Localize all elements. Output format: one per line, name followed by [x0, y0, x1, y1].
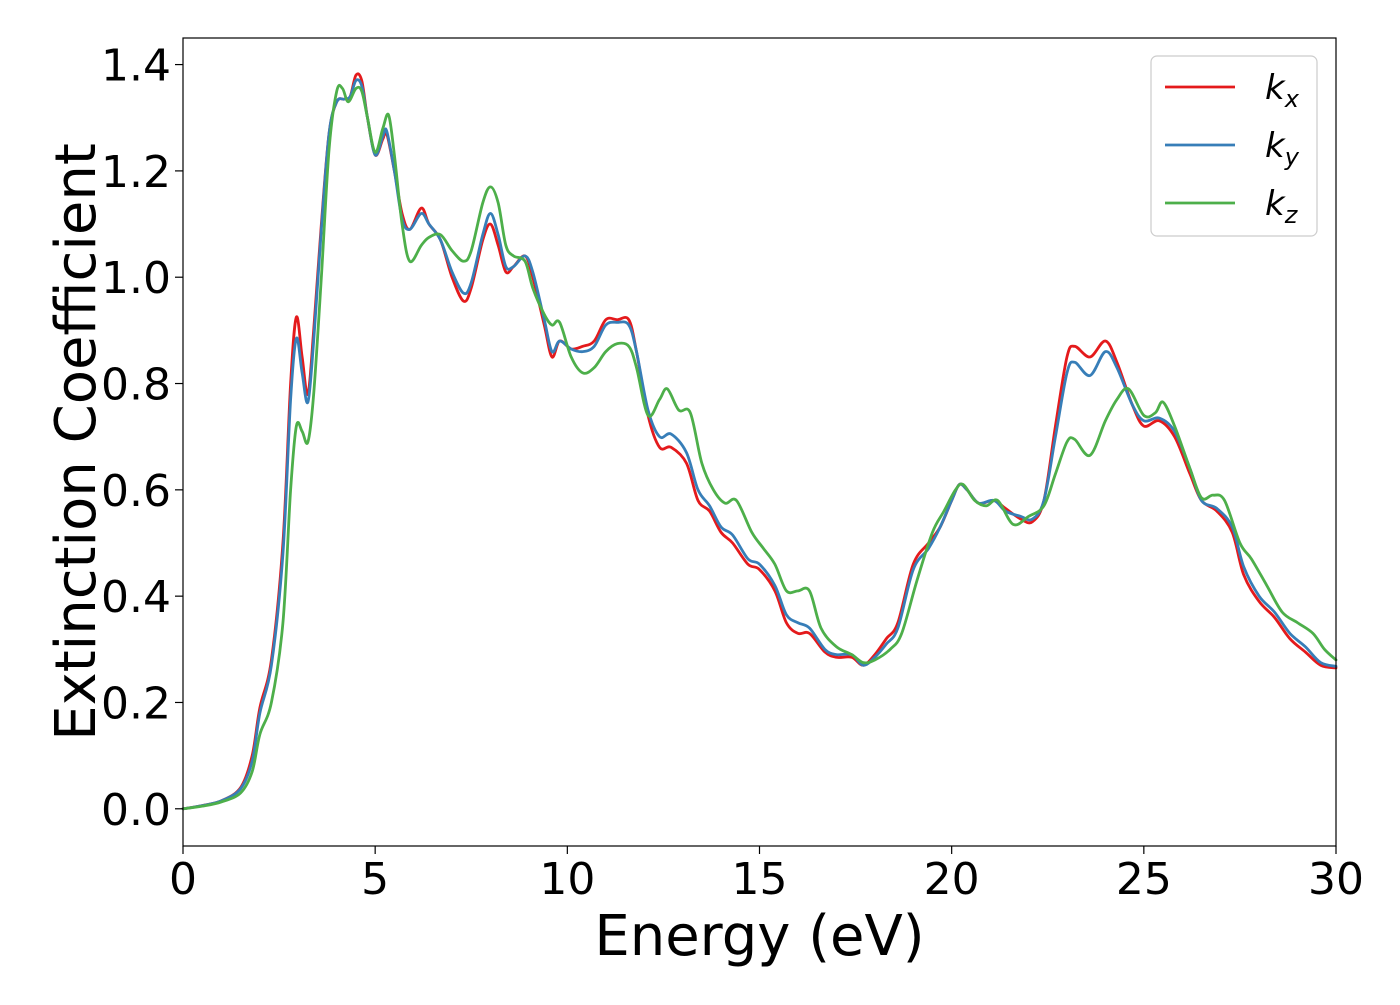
legend-label-base: k	[1265, 126, 1286, 166]
legend-label-subscript: x	[1284, 85, 1300, 113]
x-tick-label: 20	[924, 854, 980, 905]
x-tick-label: 25	[1116, 854, 1172, 905]
y-tick-label: 0.6	[101, 466, 171, 517]
legend-entry-x: kx	[1265, 68, 1300, 113]
x-tick-label: 10	[539, 854, 595, 905]
legend-label-base: k	[1265, 68, 1286, 108]
x-axis-label: Energy (eV)	[594, 904, 924, 969]
legend-label-subscript: z	[1284, 201, 1299, 229]
y-tick-label: 1.4	[101, 41, 171, 92]
y-tick-label: 0.2	[101, 678, 171, 729]
y-tick-label: 0.4	[101, 572, 171, 623]
y-tick-label: 0.8	[101, 360, 171, 411]
legend-label-base: k	[1265, 184, 1286, 224]
x-tick-label: 5	[361, 854, 389, 905]
series-layer	[181, 72, 1338, 811]
legend-entry-z: kz	[1265, 184, 1299, 229]
y-axis-label: Extinction Coefficient	[44, 143, 109, 741]
y-axis-ticks: 0.0 0.2 0.4 0.6 0.8 1.0 1.2 1.4	[101, 41, 183, 836]
x-tick-label: 30	[1308, 854, 1364, 905]
series-line-y	[181, 78, 1338, 811]
x-tick-label: 15	[732, 854, 788, 905]
y-tick-label: 1.2	[101, 147, 171, 198]
y-tick-label: 1.0	[101, 253, 171, 304]
series-line-z	[181, 83, 1338, 811]
legend-label-subscript: y	[1284, 143, 1300, 171]
legend-entry-y: ky	[1265, 126, 1300, 171]
x-axis-ticks: 0 5 10 15 20 25 30	[169, 846, 1364, 905]
y-tick-label: 0.0	[101, 785, 171, 836]
x-tick-label: 0	[169, 854, 197, 905]
